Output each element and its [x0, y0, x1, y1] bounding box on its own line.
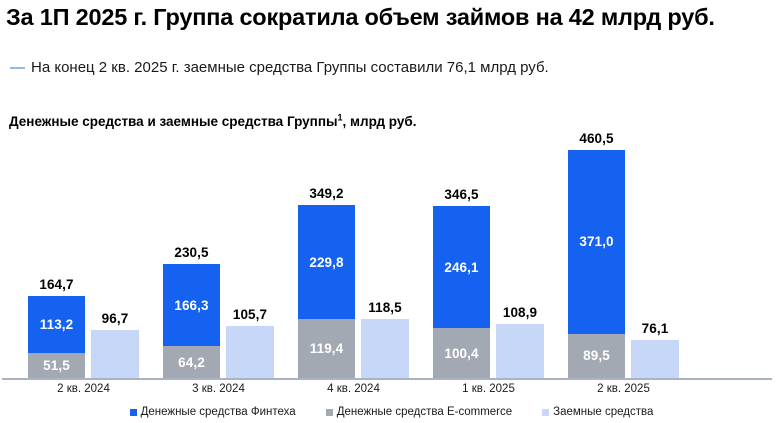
chart-heading: Денежные средства и заемные средства Гру…	[9, 112, 417, 129]
bar-segment-ecommerce[interactable]: 100,4	[433, 328, 490, 378]
bar-loans[interactable]	[226, 325, 274, 378]
bar-loans-label: 105,7	[232, 306, 268, 322]
bar-loans[interactable]	[361, 319, 409, 378]
bar-loans[interactable]	[496, 324, 544, 378]
bar-loans-label: 96,7	[101, 311, 129, 327]
stacked-bar-cash[interactable]: 119,4 229,8	[298, 205, 355, 378]
bar-group: 119,4 229,8 349,2 118,5	[298, 144, 433, 378]
bullet-row: — На конец 2 кв. 2025 г. заемные средств…	[10, 59, 549, 77]
legend-label: Денежные средства E-commerce	[336, 406, 513, 418]
bullet-dash-icon: —	[10, 59, 25, 76]
chart-heading-footnote-marker: 1	[337, 112, 343, 123]
chart-heading-text: Денежные средства и заемные средства Гру…	[9, 114, 338, 129]
bar-segment-label-ecommerce: 119,4	[309, 340, 344, 356]
chart-plot-area: 51,5 113,2 164,7 96,7 64,2 166,3 230,5 105,7 119…	[0, 131, 783, 380]
x-axis-label: 1 кв. 2025	[462, 383, 515, 395]
legend-item[interactable]: Заемные средства	[542, 406, 653, 418]
bar-loans-label: 118,5	[368, 300, 402, 316]
bar-total-label: 460,5	[579, 131, 614, 146]
bar-segment-fintech[interactable]: 166,3	[163, 263, 220, 347]
bar-segment-label-ecommerce: 51,5	[43, 357, 70, 373]
bar-segment-label-fintech: 166,3	[174, 297, 209, 313]
bar-group: 89,5 371,0 460,5 76,1	[568, 131, 703, 378]
bullet-text: На конец 2 кв. 2025 г. заемные средства …	[31, 59, 549, 76]
bar-segment-label-fintech: 229,8	[309, 254, 344, 270]
x-axis-label: 2 кв. 2024	[57, 383, 110, 395]
bar-segment-label-fintech: 371,0	[579, 234, 614, 250]
legend-label: Заемные средства	[553, 406, 654, 418]
bar-segment-ecommerce[interactable]: 89,5	[568, 333, 625, 378]
bar-segment-ecommerce[interactable]: 64,2	[163, 346, 220, 378]
bar-segment-label-ecommerce: 100,4	[444, 345, 479, 361]
bar-segment-label-fintech: 113,2	[39, 316, 74, 332]
legend-item[interactable]: Денежные средства Финтеха	[129, 406, 296, 418]
legend-item[interactable]: Денежные средства E-commerce	[325, 406, 513, 418]
bar-loans[interactable]	[91, 330, 139, 378]
stacked-bar-cash[interactable]: 51,5 113,2	[28, 296, 85, 378]
bar-segment-label-fintech: 246,1	[444, 259, 479, 275]
bar-segment-fintech[interactable]: 371,0	[568, 150, 625, 334]
legend-swatch-icon	[129, 408, 137, 416]
page-title: За 1П 2025 г. Группа сократила объем зай…	[6, 4, 715, 30]
x-axis-label: 4 кв. 2024	[327, 383, 380, 395]
chart-heading-suffix: , млрд руб.	[342, 114, 417, 129]
x-axis-line	[2, 378, 772, 380]
bar-group: 100,4 246,1 346,5 108,9	[433, 144, 568, 378]
bar-loans[interactable]	[631, 340, 679, 378]
stacked-bar-cash[interactable]: 64,2 166,3	[163, 263, 220, 378]
legend-swatch-icon	[325, 408, 333, 416]
bar-group: 51,5 113,2 164,7 96,7	[28, 144, 163, 378]
bar-segment-fintech[interactable]: 229,8	[298, 205, 355, 319]
x-axis-label: 3 кв. 2024	[192, 383, 245, 395]
bar-segment-ecommerce[interactable]: 119,4	[298, 318, 355, 378]
bar-loans-label: 108,9	[502, 305, 538, 321]
bar-segment-ecommerce[interactable]: 51,5	[28, 352, 85, 378]
x-axis-label: 2 кв. 2025	[597, 383, 650, 395]
bar-total-label: 164,7	[39, 277, 74, 293]
bar-group: 64,2 166,3 230,5 105,7	[163, 144, 298, 378]
bar-total-label: 349,2	[309, 186, 344, 202]
bar-total-label: 230,5	[174, 244, 209, 260]
stacked-bar-cash[interactable]: 100,4 246,1	[433, 206, 490, 378]
bar-segment-fintech[interactable]: 113,2	[28, 296, 85, 353]
bar-segment-label-ecommerce: 64,2	[178, 354, 205, 370]
x-axis-category-labels: 2 кв. 2024 3 кв. 2024 4 кв. 2024 1 кв. 2025…	[0, 383, 783, 399]
bar-total-label: 346,5	[444, 187, 479, 203]
chart-legend: Денежные средства Финтеха Денежные средст…	[0, 406, 783, 418]
bar-loans-label: 76,1	[641, 321, 669, 337]
legend-swatch-icon	[542, 408, 550, 416]
legend-label: Денежные средства Финтеха	[140, 406, 296, 418]
bar-segment-label-ecommerce: 89,5	[583, 348, 610, 364]
stacked-bar-cash[interactable]: 89,5 371,0	[568, 150, 625, 378]
bar-segment-fintech[interactable]: 246,1	[433, 206, 490, 329]
